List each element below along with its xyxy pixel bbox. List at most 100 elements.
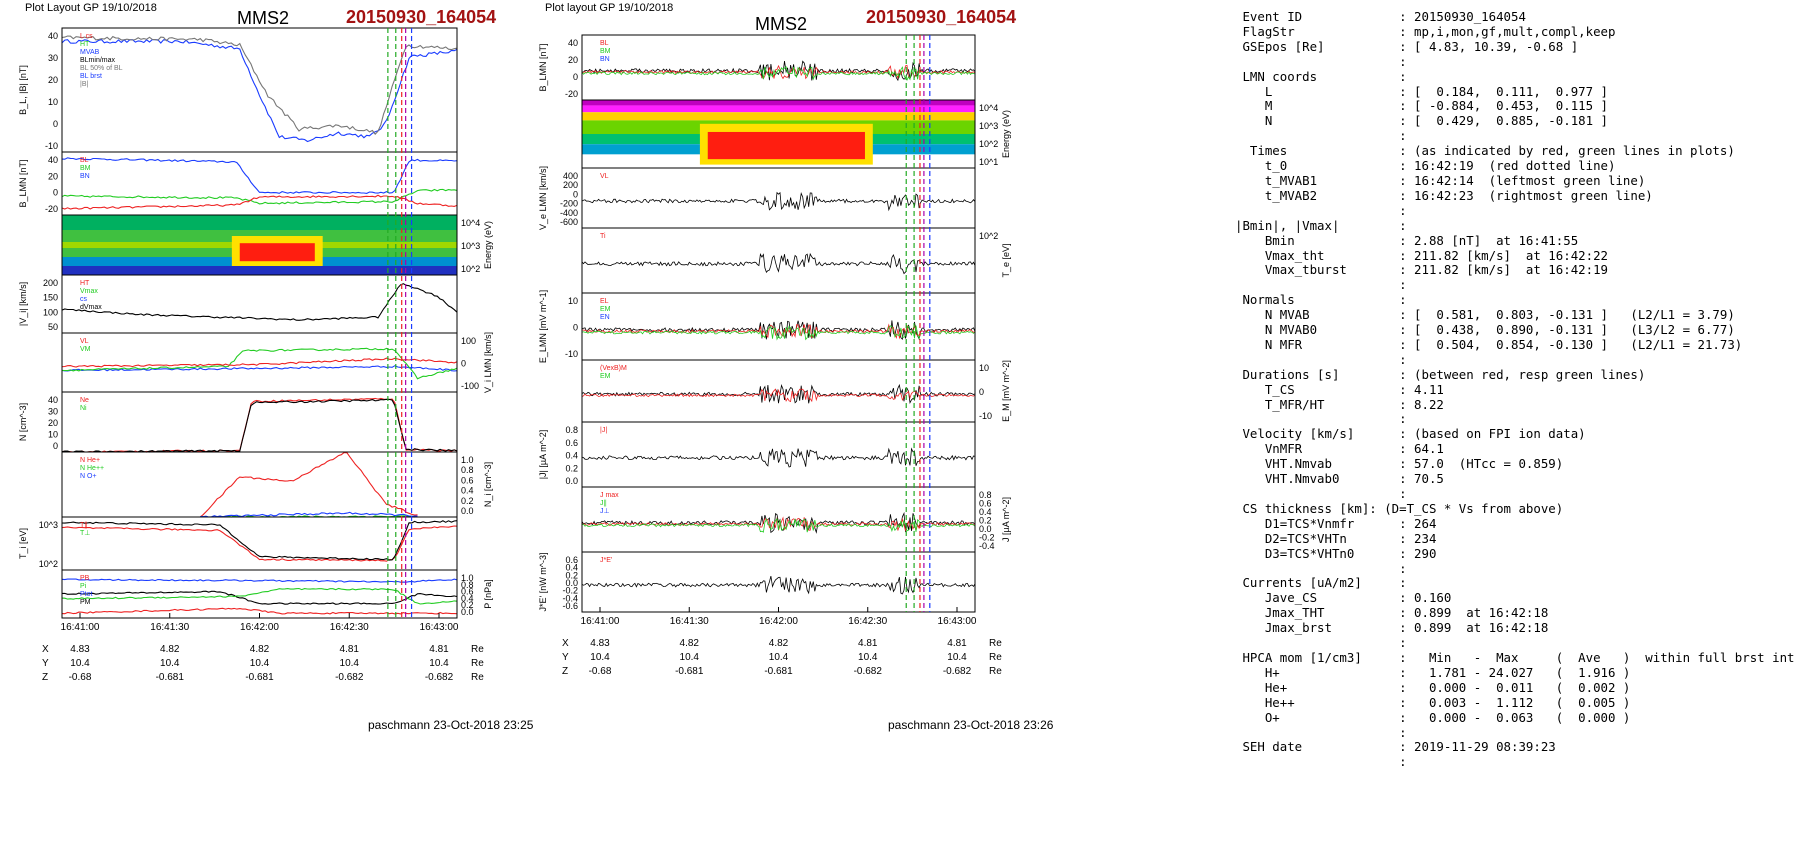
- series-line: [581, 517, 976, 533]
- summary-line: :: [1235, 128, 1407, 144]
- summary-line: He++ : 0.003 - 1.112 ( 0.005 ): [1235, 694, 1631, 710]
- y-tick-label: 0.4: [461, 593, 474, 603]
- y-tick-label: 20: [48, 418, 58, 428]
- x-tick-label: 16:41:00: [61, 622, 100, 633]
- panel-frame: [61, 569, 458, 619]
- summary-line: Vmax_tburst : 211.82 [km/s] at 16:42:19: [1235, 262, 1608, 278]
- summary-line: N MFR : [ 0.504, 0.854, -0.130 ] (L2/L1 …: [1235, 336, 1743, 352]
- legend-label: BN: [600, 56, 610, 63]
- series-line: [61, 365, 458, 372]
- y-tick-label: -20: [565, 89, 578, 99]
- x-tick-label: 16:42:00: [759, 616, 798, 627]
- series-line: [582, 60, 976, 82]
- series-line: [61, 587, 458, 605]
- y-tick-label: -100: [461, 381, 479, 391]
- legend-label: HT: [80, 41, 90, 48]
- summary-line: O+ : 0.000 - 0.063 ( 0.000 ): [1235, 709, 1631, 725]
- series-line: [61, 35, 458, 135]
- y-tick-label: -20: [45, 204, 58, 214]
- summary-line: M : [ -0.884, 0.453, 0.115 ]: [1235, 98, 1608, 114]
- y-tick-label: -10: [565, 349, 578, 359]
- summary-line: Times : (as indicated by red, green line…: [1235, 143, 1735, 159]
- y-axis-label: T_e [eV]: [1001, 243, 1011, 277]
- legend-label: J max: [600, 492, 619, 499]
- series-line: [62, 590, 458, 605]
- y-tick-label: 20: [568, 55, 578, 65]
- position-value: -0.68: [589, 666, 612, 677]
- y-tick-label: 40: [48, 155, 58, 165]
- footer-left: paschmann 23-Oct-2018 23:25: [368, 718, 534, 732]
- y-axis-label: |V_i| [km/s]: [18, 282, 28, 326]
- y-axis-label: N [cm^-3]: [18, 403, 28, 441]
- legend-label: EL: [600, 298, 609, 305]
- position-value: -0.682: [943, 666, 972, 677]
- spectrogram-hot-core: [239, 243, 315, 262]
- summary-line: L : [ 0.184, 0.111, 0.977 ]: [1235, 83, 1608, 99]
- summary-line: Currents [uA/m2] :: [1235, 575, 1407, 591]
- legend-label: BL: [80, 157, 89, 164]
- legend-label: Ti: [600, 233, 606, 240]
- y-tick-label: -10: [979, 411, 992, 421]
- y-axis-label: |J| [µA m^-2]: [538, 430, 548, 480]
- panel-frame: [581, 167, 976, 229]
- summary-line: t_MVAB1 : 16:42:14 (leftmost green line): [1235, 172, 1646, 188]
- summary-line: :: [1235, 754, 1407, 770]
- spacecraft-title-right: MMS2: [755, 14, 808, 34]
- summary-line: VnMFR : 64.1: [1235, 441, 1444, 457]
- series-line: [199, 452, 418, 518]
- y-tick-label: 0.6: [461, 475, 474, 485]
- spectrogram-band: [582, 105, 975, 113]
- y-tick-label: 0.0: [565, 578, 578, 588]
- y-tick-label: 10: [48, 97, 58, 107]
- position-value: -0.682: [854, 666, 883, 677]
- y-axis-label: B_LMN [nT]: [538, 43, 548, 91]
- spectrogram-band: [582, 100, 975, 106]
- y-tick-label: 150: [43, 293, 58, 303]
- legend-label: VL: [80, 338, 89, 345]
- position-value: -0.682: [335, 672, 364, 683]
- panel-frame: [581, 486, 976, 553]
- legend-label: HT: [80, 280, 90, 287]
- y-tick-label: -10: [45, 141, 58, 151]
- y-tick-label: 1.0: [461, 573, 474, 583]
- legend-label: EN: [600, 314, 610, 321]
- y-tick-label: 0.2: [461, 600, 474, 610]
- position-row-label: Y: [42, 658, 49, 669]
- y-axis-label: N_i [cm^-3]: [483, 462, 493, 507]
- series-line: [581, 66, 976, 81]
- y-tick-label: 0.8: [979, 490, 992, 500]
- position-value: 10.4: [70, 658, 90, 669]
- position-value: 10.4: [429, 658, 449, 669]
- position-row-label: X: [42, 644, 49, 655]
- position-row-label: Z: [562, 666, 568, 677]
- y-tick-label: -200: [560, 199, 578, 209]
- summary-line: :: [1235, 202, 1407, 218]
- series-line: [61, 194, 458, 210]
- y-axis-label: Energy (eV): [483, 221, 493, 269]
- legend-label: MVAB: [80, 49, 100, 56]
- y-axis-label: B_LMN [nT]: [18, 159, 28, 207]
- summary-line: t_MVAB2 : 16:42:23 (rightmost green line…: [1235, 187, 1653, 203]
- y-tick-label: 0.4: [979, 507, 992, 517]
- series-line: [581, 252, 976, 275]
- y-tick-label: 200: [563, 180, 578, 190]
- summary-line: Event ID : 20150930_164054: [1235, 9, 1526, 24]
- series-line: [581, 383, 976, 405]
- legend-label: J⊥: [600, 508, 610, 515]
- y-tick-label: 0.8: [461, 580, 474, 590]
- legend-label: BM: [600, 48, 611, 55]
- legend-label: Pi: [80, 583, 87, 590]
- x-tick-label: 16:43:00: [420, 622, 459, 633]
- summary-line: GSEpos [Re] : [ 4.83, 10.39, -0.68 ]: [1235, 38, 1579, 54]
- position-value: 4.82: [160, 644, 180, 655]
- summary-line: VHT.Nmvab0 : 70.5: [1235, 471, 1444, 487]
- summary-line: :: [1235, 53, 1407, 69]
- y-tick-label: 0: [979, 387, 984, 397]
- legend-label: VL: [600, 173, 609, 180]
- summary-line: D3=TCS*VHTn0 : 290: [1235, 545, 1437, 561]
- position-value: 4.81: [858, 638, 878, 649]
- y-tick-label: 10: [48, 430, 58, 440]
- y-tick-label: 40: [48, 395, 58, 405]
- y-tick-label: 10: [979, 363, 989, 373]
- legend-label: Ni: [80, 405, 87, 412]
